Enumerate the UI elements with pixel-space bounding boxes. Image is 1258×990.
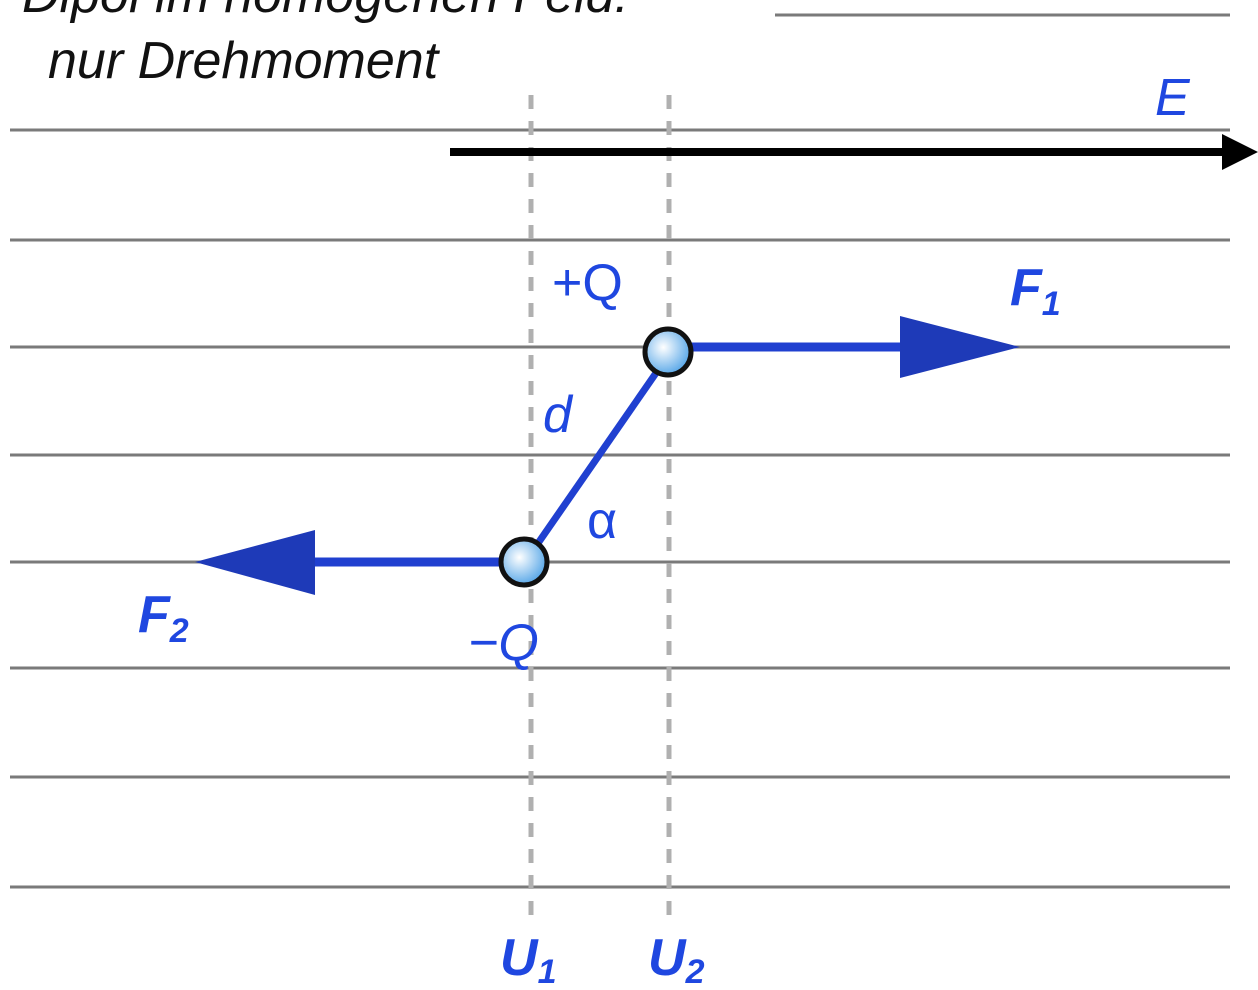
- field-label: E: [1155, 69, 1191, 127]
- potential-label: U1: [500, 929, 556, 990]
- force-arrowhead: [900, 316, 1020, 378]
- subscript: 2: [169, 612, 189, 650]
- force-label: F1: [1010, 259, 1061, 323]
- title-line: Dipol im homogenen Feld:: [22, 0, 629, 24]
- field-lines: [10, 13, 1230, 889]
- potential-label: U2: [648, 929, 705, 990]
- distance-label: d: [543, 386, 574, 444]
- symbol: U: [648, 929, 687, 987]
- symbol: F: [1010, 259, 1043, 317]
- charge-label: −Q: [468, 614, 539, 672]
- angle-label: α: [587, 492, 617, 550]
- symbol: F: [138, 586, 171, 644]
- charge-label: +Q: [552, 254, 623, 312]
- dipole-axis: [522, 358, 668, 564]
- symbol: U: [500, 929, 539, 987]
- field-arrowhead: [1222, 134, 1258, 170]
- title-line: nur Drehmoment: [48, 32, 441, 90]
- subscript: 1: [538, 953, 557, 990]
- subscript: 1: [1042, 285, 1061, 323]
- subscript: 2: [685, 953, 705, 990]
- force-label: F2: [138, 586, 189, 650]
- positive-charge: [642, 326, 694, 378]
- negative-charge: [498, 536, 550, 588]
- force-arrowhead: [195, 530, 315, 595]
